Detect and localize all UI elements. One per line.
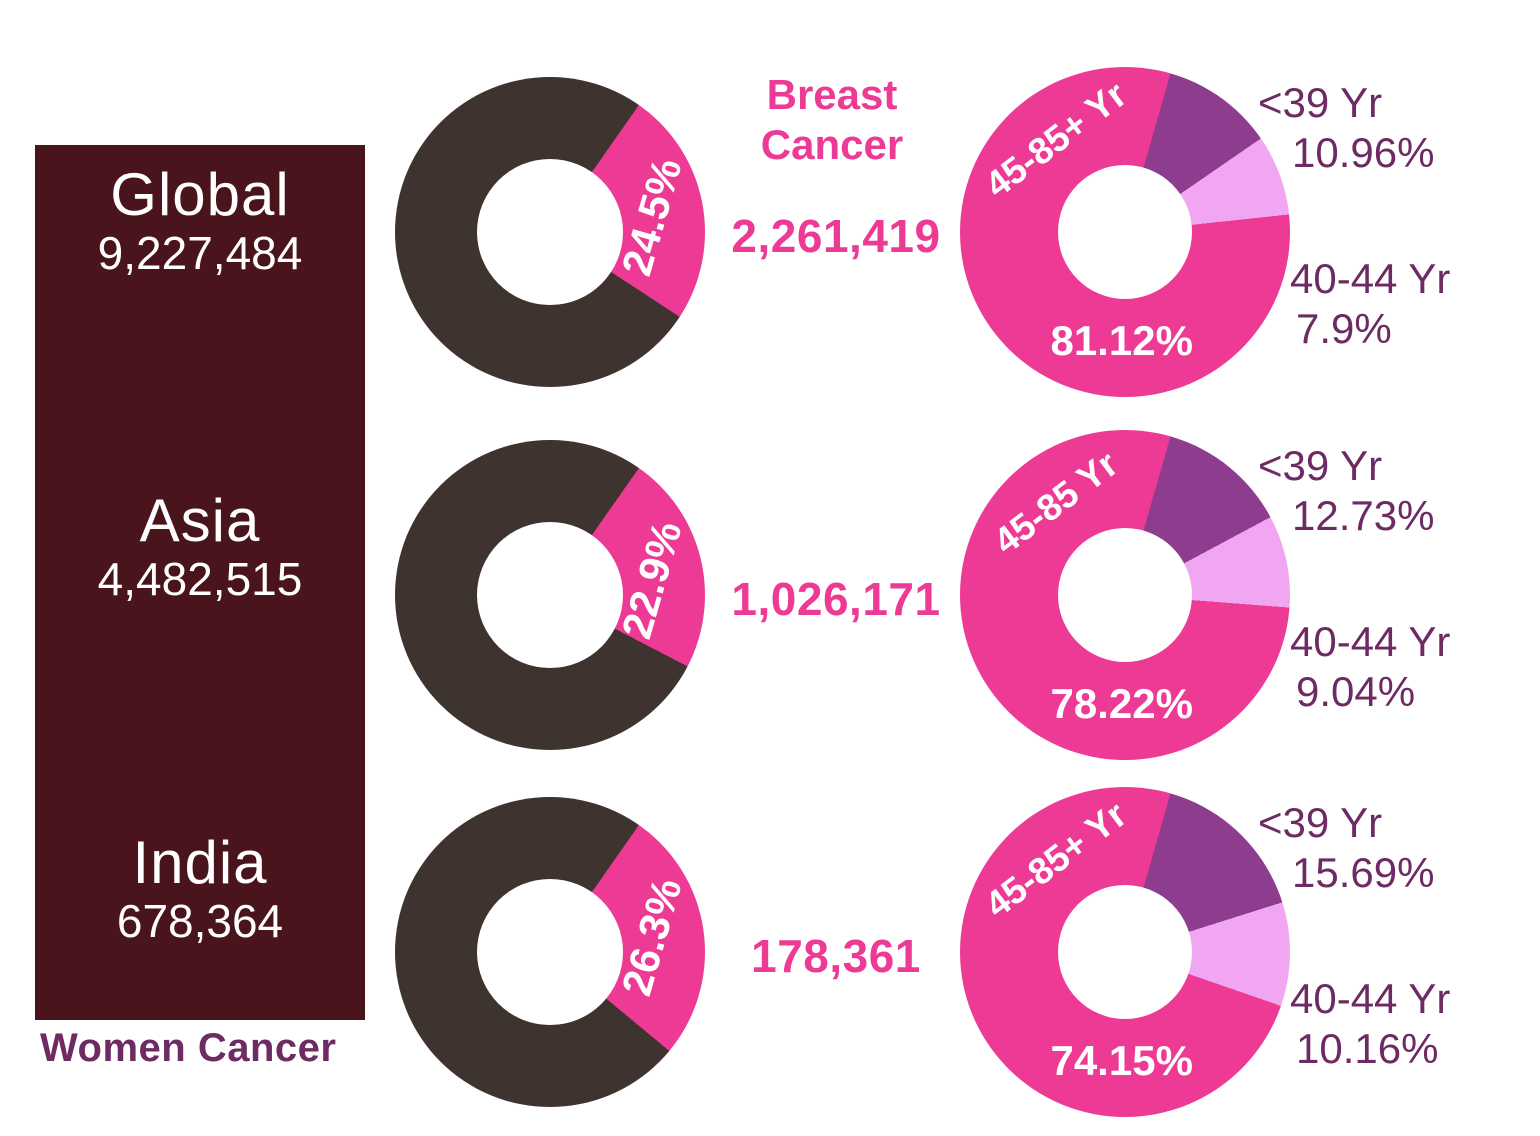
breast-cancer-header-line2: Cancer <box>760 120 904 168</box>
region-global: Global 9,227,484 <box>35 161 365 279</box>
age-mid-pct: 9.04% <box>1296 667 1416 715</box>
age-young-label: <39 Yr <box>1258 442 1383 489</box>
age-young-legend: <39 Yr 10.96% <box>1258 78 1434 177</box>
donut-hole <box>1058 165 1192 299</box>
age-distribution-donut-asia: 45-85 Yr 78.22% <box>960 430 1290 760</box>
age-young-legend: <39 Yr 15.69% <box>1258 798 1434 897</box>
region-name: Global <box>110 161 290 228</box>
breast-share-pct-label: 22.9% <box>612 515 691 644</box>
region-india: India 678,364 <box>35 829 365 947</box>
age-mid-legend: 40-44 Yr 9.04% <box>1290 617 1450 716</box>
age-young-pct: 10.96% <box>1292 128 1435 176</box>
age-main-pct-label: 74.15% <box>1050 1036 1193 1084</box>
women-cancer-caption: Women Cancer <box>40 1026 337 1070</box>
age-mid-label: 40-44 Yr <box>1290 618 1451 665</box>
age-young-label: <39 Yr <box>1258 79 1383 126</box>
breast-count: 2,261,419 <box>731 210 941 262</box>
age-mid-legend: 40-44 Yr 10.16% <box>1290 974 1450 1073</box>
breast-share-donut-asia: 22.9% <box>395 440 705 750</box>
age-young-label: <39 Yr <box>1258 799 1383 846</box>
age-young-pct: 15.69% <box>1292 848 1435 896</box>
donut-hole <box>477 159 623 305</box>
row-global: 24.5% 2,261,419 45-85+ Yr 81.12% <39 Yr … <box>0 62 1540 434</box>
donut-hole <box>1058 885 1192 1019</box>
donut-hole <box>1058 528 1192 662</box>
age-young-legend: <39 Yr 12.73% <box>1258 441 1434 540</box>
breast-share-pct-label: 26.3% <box>612 872 691 1001</box>
breast-cancer-header: Breast Cancer <box>712 70 952 169</box>
region-name: India <box>132 829 268 896</box>
region-total: 4,482,515 <box>97 553 303 606</box>
age-distribution-donut-india: 45-85+ Yr 74.15% <box>960 787 1290 1117</box>
breast-cancer-header-line1: Breast <box>766 71 898 118</box>
age-mid-pct: 10.16% <box>1296 1024 1439 1072</box>
donut-hole <box>477 879 623 1025</box>
row-asia: 22.9% 1,026,171 45-85 Yr 78.22% <39 Yr 1… <box>0 425 1540 797</box>
age-distribution-donut-global: 45-85+ Yr 81.12% <box>960 67 1290 397</box>
age-main-pct-label: 81.12% <box>1050 316 1193 364</box>
region-name: Asia <box>139 487 261 554</box>
row-india: 26.3% 178,361 45-85+ Yr 74.15% <39 Yr 15… <box>0 782 1540 1136</box>
age-main-pct-label: 78.22% <box>1050 679 1193 727</box>
region-total: 678,364 <box>116 895 284 948</box>
breast-count: 178,361 <box>751 930 921 982</box>
age-mid-pct: 7.9% <box>1296 304 1392 352</box>
breast-count: 1,026,171 <box>731 573 941 625</box>
region-asia: Asia 4,482,515 <box>35 487 365 605</box>
breast-share-pct-label: 24.5% <box>612 152 691 281</box>
age-mid-legend: 40-44 Yr 7.9% <box>1290 254 1450 353</box>
age-young-pct: 12.73% <box>1292 491 1435 539</box>
women-cancer-panel: Global 9,227,484 Asia 4,482,515 India 67… <box>35 145 365 1020</box>
age-mid-label: 40-44 Yr <box>1290 975 1451 1022</box>
donut-hole <box>477 522 623 668</box>
breast-share-donut-india: 26.3% <box>395 797 705 1107</box>
region-total: 9,227,484 <box>97 227 303 280</box>
age-mid-label: 40-44 Yr <box>1290 255 1451 302</box>
breast-share-donut-global: 24.5% <box>395 77 705 387</box>
